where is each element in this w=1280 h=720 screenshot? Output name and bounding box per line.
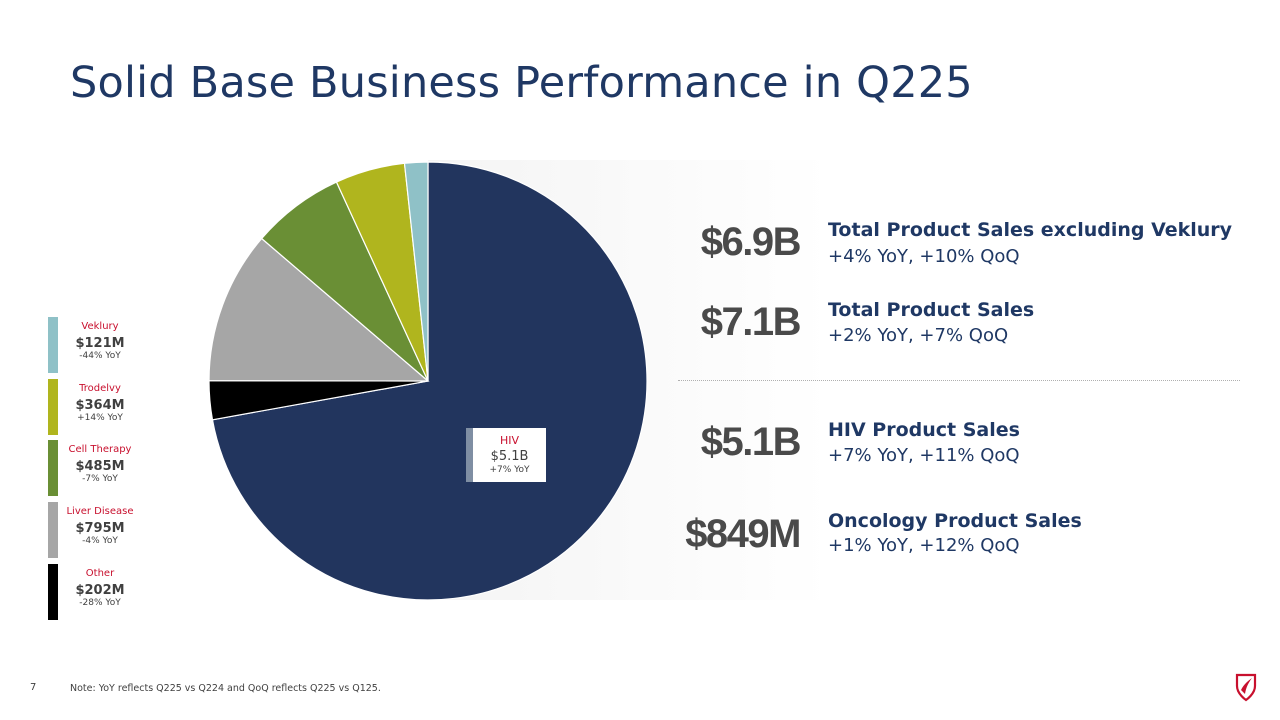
hiv-callout-yoy: +7% YoY (489, 465, 530, 475)
legend-name: Other (85, 568, 115, 579)
hiv-callout: HIV $5.1B +7% YoY (466, 428, 546, 482)
legend-yoy: -4% YoY (82, 536, 118, 546)
metric-label: Oncology Product Sales (828, 510, 1082, 532)
metric-big-value: $7.1B (700, 300, 802, 344)
legend-item-trodelvy: Trodelvy $364M +14% YoY (48, 379, 138, 435)
page-title: Solid Base Business Performance in Q225 (70, 58, 973, 108)
legend-name: Trodelvy (79, 383, 121, 394)
hiv-callout-name: HIV (499, 434, 520, 447)
page-number: 7 (30, 682, 37, 693)
company-logo-icon (1235, 673, 1257, 702)
legend-swatch (48, 564, 58, 620)
legend-name: Veklury (81, 321, 119, 332)
metric-big-value: $5.1B (700, 420, 802, 464)
metric-sub: +7% YoY, +11% QoQ (828, 445, 1020, 466)
metric-sub: +2% YoY, +7% QoQ (828, 325, 1009, 346)
legend-yoy: -7% YoY (82, 474, 118, 484)
legend-item-other: Other $202M -28% YoY (48, 564, 138, 620)
metric-sub: +4% YoY, +10% QoQ (828, 246, 1020, 267)
metric-label: Total Product Sales excluding Veklury (828, 219, 1233, 241)
legend-swatch (48, 379, 58, 435)
pie-slice-liver-disease (208, 237, 430, 382)
hiv-callout-value: $5.1B (490, 449, 529, 464)
legend-item-veklury: Veklury $121M -44% YoY (48, 317, 138, 373)
legend-swatch (48, 502, 58, 558)
metric-big-value: $6.9B (700, 220, 802, 264)
pie-slice-hiv (211, 161, 648, 601)
metric-label: HIV Product Sales (828, 419, 1020, 441)
metric-label: Total Product Sales (828, 299, 1035, 321)
legend-item-cell-therapy: Cell Therapy $485M -7% YoY (48, 440, 138, 496)
metric-big-value: $849M (685, 512, 801, 556)
divider (678, 380, 1240, 381)
metric-sub: +1% YoY, +12% QoQ (828, 535, 1020, 556)
footnote: Note: YoY reflects Q225 vs Q224 and QoQ … (70, 683, 381, 694)
legend-swatch (48, 440, 58, 496)
legend-swatch (48, 317, 58, 373)
legend-value: $202M (75, 583, 125, 598)
legend-yoy: -44% YoY (79, 351, 121, 361)
legend-name: Liver Disease (66, 506, 134, 517)
legend-value: $795M (75, 521, 125, 536)
legend-value: $485M (75, 459, 125, 474)
legend-yoy: +14% YoY (77, 413, 123, 423)
pie-slice-veklury (403, 161, 429, 382)
legend-value: $121M (75, 336, 125, 351)
legend-name: Cell Therapy (68, 444, 132, 455)
legend-value: $364M (75, 398, 125, 413)
legend-yoy: -28% YoY (79, 598, 121, 608)
legend-item-liver-disease: Liver Disease $795M -4% YoY (48, 502, 138, 558)
